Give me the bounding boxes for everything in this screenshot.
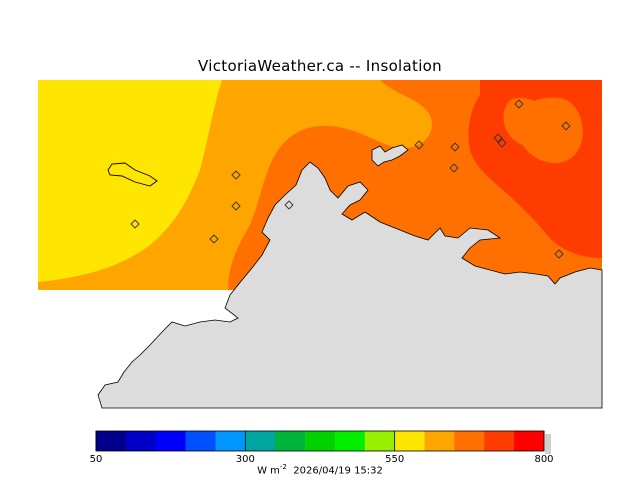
map-title: VictoriaWeather.ca -- Insolation xyxy=(198,57,442,75)
colorbar-cell xyxy=(514,431,545,451)
diamond-icon xyxy=(514,99,524,109)
colorbar-cell xyxy=(155,431,186,451)
colorbar-cell xyxy=(275,431,306,451)
diamond-icon xyxy=(231,201,241,211)
colorbar-cell xyxy=(424,431,455,451)
diamond-icon xyxy=(561,121,571,131)
colorbar-cell xyxy=(334,431,366,451)
land-island xyxy=(107,162,158,187)
map-panel xyxy=(38,80,603,409)
diamond-icon xyxy=(554,249,564,259)
colorbar xyxy=(96,431,545,451)
colorbar-cell xyxy=(215,431,246,451)
colorbar-ticks xyxy=(95,431,545,451)
colorbar-tick-label-50: 50 xyxy=(89,454,103,465)
diamond-icon xyxy=(414,140,424,150)
diamond-icon xyxy=(231,170,241,180)
colorbar-cell xyxy=(484,431,515,451)
diamond-icon xyxy=(493,133,503,143)
station-markers xyxy=(130,99,571,259)
land-peninsula xyxy=(371,144,409,167)
colorbar-shadow xyxy=(545,434,551,454)
colorbar-cell xyxy=(125,431,157,451)
units-exponent: -2 xyxy=(279,463,287,471)
colorbar-cell xyxy=(305,431,336,451)
contour-650-700-north xyxy=(586,80,602,150)
colorbar-cell xyxy=(364,431,395,451)
diamond-icon xyxy=(284,200,294,210)
contour-650-700-east xyxy=(468,80,602,258)
colorbar-cell xyxy=(185,431,216,451)
diamond-icon xyxy=(130,219,140,229)
colorbar-cell xyxy=(245,431,276,451)
colorbar-tick-label-300: 300 xyxy=(235,454,255,465)
colorbar-caption: W m-2 2026/04/19 15:32 xyxy=(0,463,640,476)
diamond-icon xyxy=(209,234,219,244)
units-label: W m xyxy=(257,465,280,477)
colorbar-tick-label-550: 550 xyxy=(385,454,405,465)
timestamp: 2026/04/19 15:32 xyxy=(293,465,383,477)
colorbar-cell xyxy=(394,431,425,451)
diamond-icon xyxy=(450,142,460,152)
contour-600-650-east-pocket xyxy=(503,97,553,148)
colorbar-tick-label-800: 800 xyxy=(534,454,554,465)
diamond-icon xyxy=(497,138,507,148)
diamond-icon xyxy=(449,163,459,173)
land-vancouver-island xyxy=(97,161,603,409)
colorbar-cell xyxy=(96,431,127,451)
colorbar-cell xyxy=(454,431,485,451)
